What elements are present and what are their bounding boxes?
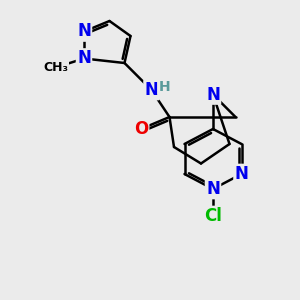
Text: Cl: Cl bbox=[204, 207, 222, 225]
Text: N: N bbox=[235, 165, 248, 183]
Text: CH₃: CH₃ bbox=[43, 61, 68, 74]
Text: O: O bbox=[134, 120, 148, 138]
Text: N: N bbox=[206, 180, 220, 198]
Text: N: N bbox=[206, 85, 220, 103]
Text: N: N bbox=[77, 22, 91, 40]
Text: H: H bbox=[158, 80, 170, 94]
Text: N: N bbox=[145, 81, 158, 99]
Text: N: N bbox=[77, 50, 91, 68]
